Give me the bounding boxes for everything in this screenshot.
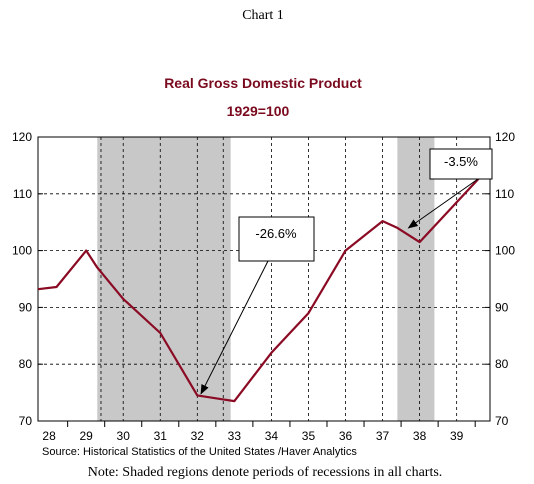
source-note: Source: Historical Statistics of the Uni…: [42, 446, 357, 458]
x-tick-label: 35: [302, 429, 316, 443]
x-tick-label: 34: [265, 429, 279, 443]
x-tick-label: 30: [117, 429, 131, 443]
annotation-box: [429, 148, 493, 180]
x-tick-label: 28: [42, 429, 56, 443]
annotation-label: -26.6%: [255, 226, 297, 241]
annotation-label: -3.5%: [444, 154, 478, 169]
recession-shading-group: [97, 137, 435, 421]
x-tick-label: 33: [228, 429, 242, 443]
annotation-arrow: [200, 260, 269, 395]
annotation-arrow: [407, 178, 479, 229]
annotation-box: [238, 216, 315, 262]
x-tick-label: 38: [413, 429, 427, 443]
y-tick-label-left: 80: [19, 357, 33, 371]
y-tick-label-left: 100: [12, 244, 32, 258]
chart-number: Chart 1: [242, 8, 284, 23]
recession-band: [397, 137, 435, 421]
x-tick-label: 32: [191, 429, 205, 443]
gridlines-group: [38, 137, 490, 421]
tick-marks-group: [38, 136, 490, 427]
x-axis-labels: 28 29 30 31 32 33 34 35 36 37 38 39: [42, 429, 463, 443]
recession-band: [97, 137, 231, 421]
y-tick-label-left: 120: [12, 130, 32, 144]
x-tick-label: 29: [79, 429, 93, 443]
y-tick-label-left: 110: [13, 187, 32, 201]
chart-title: Real Gross Domestic Product: [164, 75, 362, 91]
y-tick-label-right: 70: [495, 414, 509, 428]
x-tick-label: 39: [450, 429, 464, 443]
footnote: Note: Shaded regions denote periods of r…: [88, 465, 443, 480]
y-tick-label-right: 90: [495, 300, 509, 314]
y-tick-label-left: 90: [19, 300, 33, 314]
y-tick-label-right: 110: [495, 187, 514, 201]
y-axis-left-labels: 70 80 90 100 110 120: [12, 130, 32, 428]
annotation-callout: -3.5%: [407, 148, 493, 229]
x-tick-label: 31: [154, 429, 168, 443]
y-axis-right-labels: 70 80 90 100 110 120: [495, 130, 515, 428]
y-tick-label-right: 80: [495, 357, 509, 371]
series-group: [37, 165, 491, 403]
annotation-callout: -26.6%: [200, 216, 315, 395]
y-tick-label-right: 100: [495, 244, 515, 258]
gdp-series-line: [37, 165, 491, 403]
plot-frame: [37, 136, 491, 422]
annotations-group: -26.6% -3.5%: [200, 148, 493, 395]
x-tick-label: 37: [376, 429, 390, 443]
x-tick-label: 36: [339, 429, 353, 443]
chart-subtitle: 1929=100: [227, 103, 290, 119]
y-tick-label-right: 120: [495, 130, 515, 144]
y-tick-label-left: 70: [19, 414, 33, 428]
